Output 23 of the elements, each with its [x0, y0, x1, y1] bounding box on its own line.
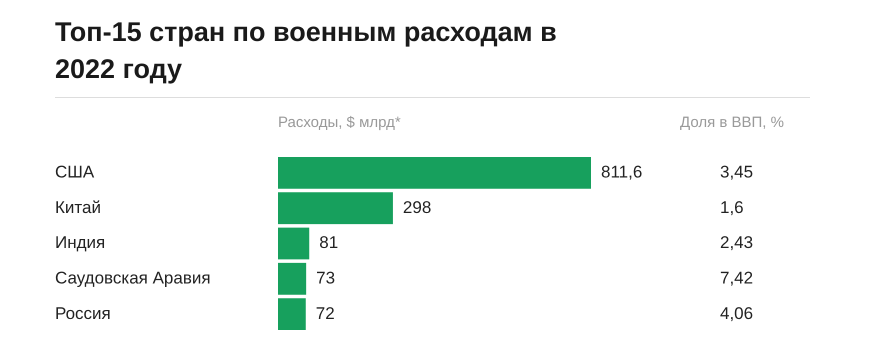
data-label: 73 — [316, 268, 336, 288]
text: Доля в ВВП, % — [680, 114, 784, 131]
y-tick-label: Россия — [55, 304, 111, 323]
text: 2,43 — [720, 233, 754, 252]
bar — [278, 298, 306, 330]
data-label: 298 — [402, 198, 432, 217]
bar — [278, 192, 393, 224]
text: 1,6 — [720, 198, 744, 217]
data-label: 811,6 — [601, 162, 642, 182]
y-tick-label: Китай — [55, 198, 101, 217]
y-tick-label: США — [55, 162, 95, 182]
y-tick-label: Саудовская Аравия — [55, 268, 211, 288]
text: 4,06 — [720, 304, 754, 323]
data-label: 81 — [319, 233, 338, 252]
bar — [278, 262, 306, 295]
text: 7,42 — [720, 268, 754, 288]
text: 3,45 — [720, 162, 754, 182]
x-axis-title: Расходы, $ млрд* — [278, 114, 401, 131]
chart-title: Топ-15 стран по военным расходам в 2022 году — [55, 16, 558, 86]
data-label: 72 — [316, 304, 335, 323]
bar — [278, 156, 591, 189]
bar — [278, 228, 310, 260]
y-tick-label: Индия — [55, 233, 106, 252]
